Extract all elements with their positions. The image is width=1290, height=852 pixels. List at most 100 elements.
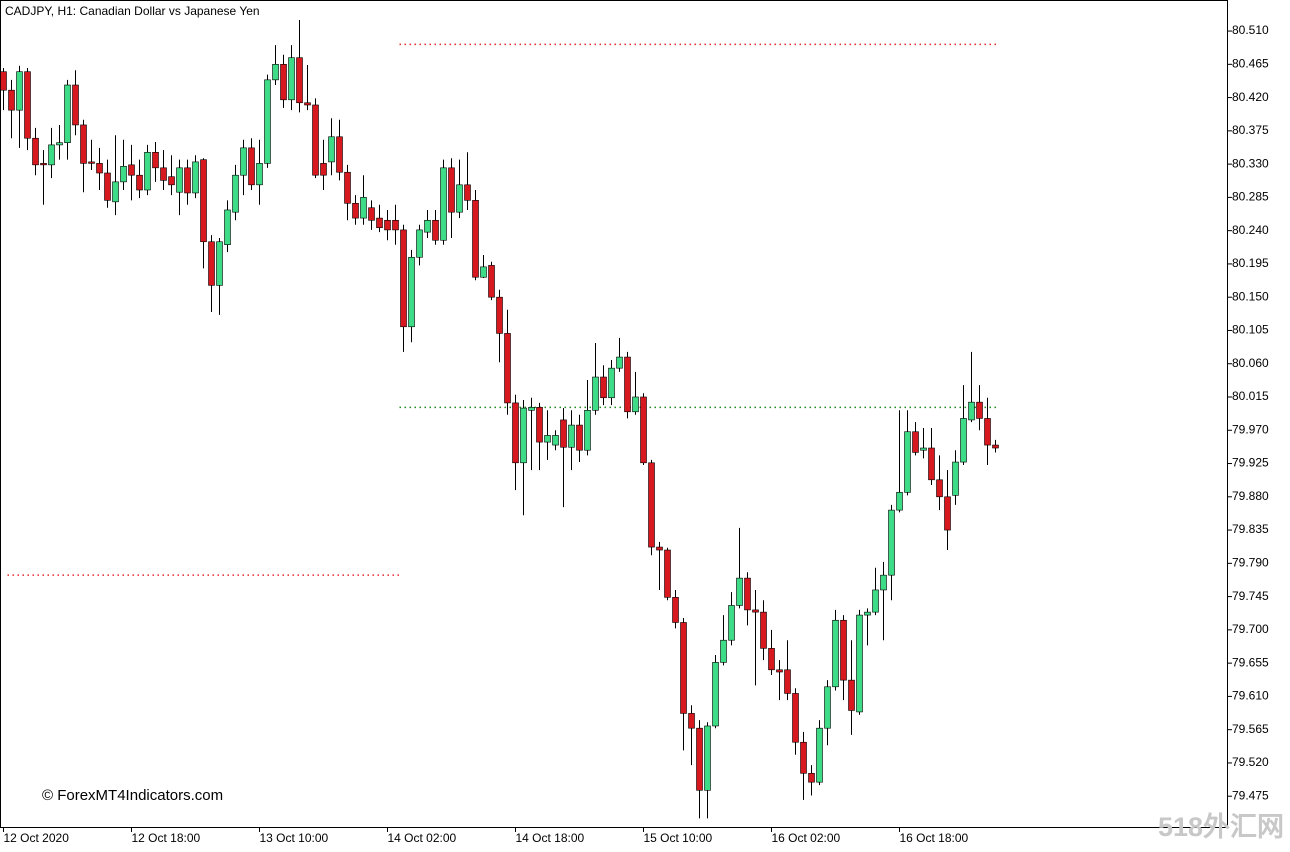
y-tick-label: 80.510 xyxy=(1232,23,1269,37)
x-tick-label: 16 Oct 02:00 xyxy=(772,831,841,845)
y-tick-label: 80.015 xyxy=(1232,389,1269,403)
candle-body xyxy=(208,241,215,286)
candle-body xyxy=(272,64,279,81)
y-tick-label: 80.285 xyxy=(1232,190,1269,204)
candle-body xyxy=(600,376,607,399)
plot-frame xyxy=(0,0,1228,828)
y-tick-label: 79.475 xyxy=(1232,788,1269,802)
candle-body xyxy=(688,713,695,729)
candle-body xyxy=(832,619,839,688)
candle-body xyxy=(768,648,775,671)
candle-body xyxy=(0,71,7,91)
watermark-logo: 518外汇网 xyxy=(1158,812,1284,842)
candle-body xyxy=(128,164,135,176)
candle-body xyxy=(8,89,15,111)
candle-body xyxy=(920,447,927,451)
candle-body xyxy=(616,356,623,369)
candle-body xyxy=(264,79,271,164)
x-tick-label: 14 Oct 18:00 xyxy=(516,831,585,845)
candle-body xyxy=(184,167,191,194)
candle-body xyxy=(592,376,599,411)
candle-body xyxy=(936,479,943,498)
candle-body xyxy=(136,174,143,191)
candle-body xyxy=(368,207,375,221)
x-tick-label: 12 Oct 2020 xyxy=(4,831,70,845)
candle-body xyxy=(760,611,767,649)
candle-body xyxy=(176,167,183,193)
candle-body xyxy=(520,407,527,464)
y-tick-label: 79.835 xyxy=(1232,522,1269,536)
candle-body xyxy=(864,611,871,616)
candle-body xyxy=(984,418,991,446)
candle-body xyxy=(544,435,551,443)
candle-body xyxy=(392,220,399,231)
candle-body xyxy=(64,84,71,143)
candle-body xyxy=(976,401,983,419)
candle-body xyxy=(216,241,223,286)
candle-body xyxy=(576,424,583,451)
x-tick-label: 15 Oct 10:00 xyxy=(644,831,713,845)
candle-body xyxy=(664,549,671,598)
candle-body xyxy=(48,144,55,166)
y-tick-label: 80.240 xyxy=(1232,223,1269,237)
watermark: © ForexMT4Indicators.com xyxy=(42,787,223,804)
y-tick-label: 79.790 xyxy=(1232,556,1269,570)
candle-body xyxy=(784,669,791,694)
candle-body xyxy=(280,64,287,101)
candle-body xyxy=(888,509,895,576)
y-tick-label: 80.375 xyxy=(1232,123,1269,137)
y-tick-label: 79.655 xyxy=(1232,655,1269,669)
candle-body xyxy=(848,679,855,711)
candle-body xyxy=(88,161,95,164)
candle-body xyxy=(360,197,367,219)
candle-body xyxy=(728,605,735,641)
candle-body xyxy=(496,296,503,334)
candle-body xyxy=(336,136,343,173)
candle-body xyxy=(232,174,239,213)
candle-body xyxy=(552,435,559,446)
y-tick-label: 79.700 xyxy=(1232,622,1269,636)
candle-body xyxy=(112,181,119,203)
candle-body xyxy=(640,396,647,464)
y-tick-label: 80.105 xyxy=(1232,323,1269,337)
candle-body xyxy=(56,142,63,146)
x-tick-label: 16 Oct 18:00 xyxy=(900,831,969,845)
candle-body xyxy=(560,419,567,448)
candle-body xyxy=(968,401,975,421)
candle-body xyxy=(704,725,711,791)
candle-body xyxy=(904,431,911,493)
y-tick-label: 80.420 xyxy=(1232,90,1269,104)
candle-body xyxy=(712,662,719,727)
candle-body xyxy=(400,229,407,328)
candle-body xyxy=(256,163,263,186)
candle-body xyxy=(816,727,823,783)
candle-body xyxy=(416,229,423,258)
candle-body xyxy=(424,220,431,233)
candle-body xyxy=(408,256,415,328)
candle-body xyxy=(40,163,47,166)
candle-body xyxy=(840,619,847,681)
y-tick-label: 80.060 xyxy=(1232,356,1269,370)
candle-body xyxy=(80,124,87,164)
candle-body xyxy=(776,669,783,673)
candle-body xyxy=(960,418,967,463)
candle-body xyxy=(992,444,999,449)
y-tick-label: 80.330 xyxy=(1232,156,1269,170)
y-tick-label: 79.925 xyxy=(1232,456,1269,470)
y-tick-label: 79.880 xyxy=(1232,489,1269,503)
candle-body xyxy=(320,163,327,176)
candle-body xyxy=(168,176,175,186)
x-tick-label: 12 Oct 18:00 xyxy=(132,831,201,845)
candle-body xyxy=(744,577,751,611)
candle-body xyxy=(104,172,111,201)
x-tick-label: 14 Oct 02:00 xyxy=(388,831,457,845)
y-tick-label: 80.195 xyxy=(1232,256,1269,270)
candle-body xyxy=(224,209,231,246)
y-tick-label: 79.970 xyxy=(1232,422,1269,436)
candle-body xyxy=(656,546,663,551)
candle-body xyxy=(72,84,79,126)
candle-body xyxy=(24,71,31,139)
candle-body xyxy=(432,220,439,241)
candle-body xyxy=(328,136,335,163)
candle-body xyxy=(448,167,455,213)
